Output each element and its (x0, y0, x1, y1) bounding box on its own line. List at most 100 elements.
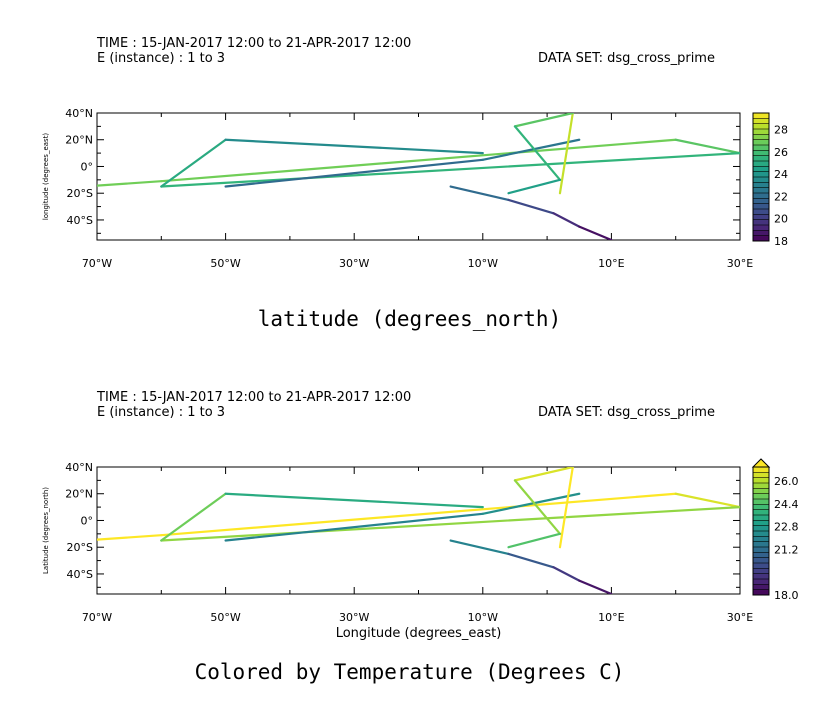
chart-panel-1: 70°W 50°W 30°W 10°W 10°E 30°E 40°N 20°N 0° 20°S 40… (42, 107, 788, 270)
trajectory-1-segment (674, 138, 740, 155)
trajectory-2-segment (224, 512, 484, 542)
y-tick-label: 20°N (65, 134, 93, 147)
trajectory-1-segment (224, 138, 484, 155)
trajectory-3-segment (507, 198, 555, 215)
trajectory-1-segment (674, 492, 740, 509)
colorbar-swatch (753, 145, 769, 151)
colorbar-swatch (753, 155, 769, 162)
colorbar-swatch (753, 499, 769, 505)
trajectory-1-segment (97, 534, 163, 541)
colorbar-swatch (753, 139, 769, 146)
x-tick-label: 10°E (598, 611, 624, 624)
chart-panel-2: 70°W 50°W 30°W 10°W 10°E 30°E 40°N 20°N 0° 20°S 40… (42, 458, 799, 624)
colorbar-swatch (753, 230, 769, 237)
colorbar-label: 22 (774, 190, 788, 203)
colorbar-swatch (753, 150, 769, 157)
trajectory-3-segment (449, 185, 510, 201)
y-tick-label: 20°S (67, 541, 93, 554)
y-axis-label: Latitude (degrees_north) (42, 487, 50, 574)
colorbar-swatch (753, 225, 769, 231)
colorbar-swatch (753, 214, 769, 221)
trajectory-1-segment (160, 138, 227, 188)
trajectories (97, 113, 740, 240)
trajectory-1-segment (160, 492, 227, 542)
colorbar: 18 20 22 24 26 28 (752, 112, 788, 248)
trajectory-1-segment (97, 180, 163, 187)
colorbar-swatch (753, 198, 769, 205)
colorbar-swatch (753, 589, 769, 596)
colorbar-label: 28 (774, 124, 788, 137)
x-tick-label: 70°W (82, 611, 112, 624)
colorbar-swatch (753, 563, 769, 569)
colorbar-swatch (753, 552, 769, 559)
x-tick-label: 30°W (339, 257, 369, 270)
x-tick-label: 10°E (598, 257, 624, 270)
colorbar-swatch (753, 134, 769, 141)
colorbar: 18.0 21.2 22.8 24.4 26.0 (751, 458, 799, 602)
y-tick-label: 20°N (65, 488, 93, 501)
trajectory-3-segment (513, 113, 574, 128)
panel1-time-range: TIME : 15-JAN-2017 12:00 to 21-APR-2017 … (97, 36, 412, 51)
trajectory-1-segment (160, 492, 677, 537)
x-tick-label: 30°E (727, 611, 753, 624)
trajectory-3-segment (558, 467, 574, 549)
colorbar-swatch (753, 166, 769, 173)
trajectory-3-segment (578, 225, 613, 240)
trajectory-2-segment (481, 138, 581, 161)
x-tick-label: 10°W (468, 257, 498, 270)
x-tick-label: 30°E (727, 257, 753, 270)
trajectory-3-segment (578, 579, 613, 594)
colorbar-swatch (753, 541, 769, 548)
colorbar-swatch (753, 203, 769, 210)
colorbar-swatch (753, 171, 769, 178)
colorbar-swatch (753, 118, 769, 125)
colorbar-swatch (753, 477, 769, 484)
colorbar-swatch (753, 113, 769, 119)
colorbar-swatch (753, 579, 769, 585)
trajectory-3-segment (552, 212, 581, 228)
colorbar-swatch (753, 483, 769, 489)
colorbar-swatch (753, 209, 769, 215)
y-tick-label: 20°S (67, 187, 93, 200)
trajectory-2-segment (481, 492, 581, 515)
colorbar-label: 24 (774, 168, 788, 181)
colorbar-overflow-arrow (751, 458, 771, 468)
trajectory-3-segment (507, 178, 562, 195)
x-tick-label: 10°W (468, 611, 498, 624)
colorbar-swatch (753, 467, 769, 473)
panel2-caption: Colored by Temperature (Degrees C) (194, 660, 625, 684)
y-tick-label: 40°S (67, 568, 93, 581)
trajectory-3-segment (513, 125, 562, 181)
trajectory-1-segment (160, 506, 740, 542)
y-tick-label: 40°N (65, 107, 93, 120)
colorbar-swatch (753, 515, 769, 521)
trajectory-3-segment (513, 479, 562, 535)
colorbar-swatch (753, 531, 769, 537)
colorbar-swatch (753, 509, 769, 516)
y-tick-label: 40°S (67, 214, 93, 227)
colorbar-swatch (753, 235, 769, 242)
trajectory-1-segment (160, 138, 677, 183)
colorbar-swatch (753, 177, 769, 183)
colorbar-swatch (753, 123, 769, 130)
colorbar-swatch (753, 161, 769, 167)
x-tick-label: 70°W (82, 257, 112, 270)
colorbar-swatch (753, 557, 769, 564)
colorbar-label: 18.0 (774, 589, 799, 602)
colorbar-label: 20 (774, 213, 788, 226)
panel2-x-axis-label: Longitude (degrees_east) (335, 626, 502, 641)
trajectory-1-segment (160, 152, 740, 188)
colorbar-frame (752, 112, 770, 242)
colorbar-swatch (753, 584, 769, 591)
colorbar-swatch (753, 193, 769, 199)
colorbar-swatch (753, 472, 769, 479)
x-tick-label: 50°W (210, 611, 240, 624)
panel1-instance-range: E (instance) : 1 to 3 (97, 51, 226, 66)
colorbar-swatch (753, 573, 769, 580)
colorbar-swatch (753, 568, 769, 575)
trajectory-3-segment (507, 552, 555, 569)
colorbar-swatch (753, 536, 769, 543)
x-tick-label: 30°W (339, 611, 369, 624)
trajectory-3-segment (558, 113, 574, 195)
colorbar-label: 22.8 (774, 521, 799, 534)
